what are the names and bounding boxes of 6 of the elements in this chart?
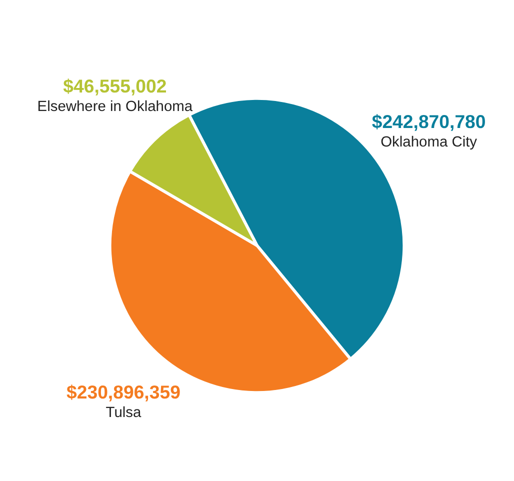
slice-label: Oklahoma City [380,134,478,151]
data-label: $242,870,780 [372,110,486,132]
data-label: $46,555,002 [63,75,167,96]
data-label: $230,896,359 [66,381,180,402]
slice-label: Tulsa [106,405,142,422]
slice-label: Elsewhere in Oklahoma [37,99,194,116]
